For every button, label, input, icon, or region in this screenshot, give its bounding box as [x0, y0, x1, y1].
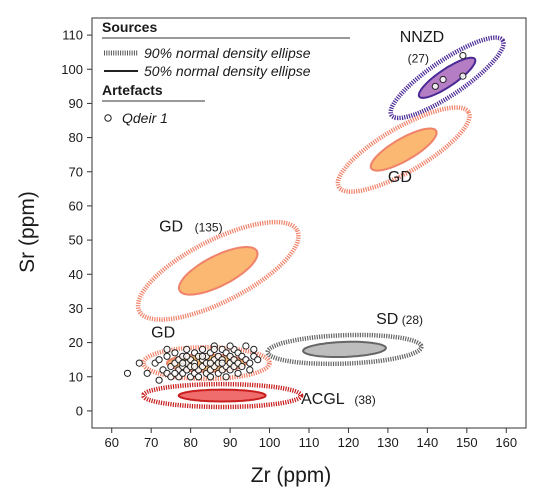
- artefact-point-71: [171, 369, 179, 377]
- artefact-point-81: [439, 75, 447, 84]
- x-tick-label-90: 90: [223, 435, 237, 450]
- source-n-gd-2: (135): [195, 221, 223, 235]
- y-tick-label-100: 100: [61, 62, 83, 77]
- y-tick-label-50: 50: [69, 233, 83, 248]
- source-label-gd-2: GD: [159, 219, 183, 236]
- y-tick-label-30: 30: [69, 301, 83, 316]
- y-tick-label-70: 70: [69, 164, 83, 179]
- artefact-point-0: [123, 369, 132, 377]
- x-tick-label-100: 100: [259, 435, 281, 450]
- ellipse-50-sd-3: [302, 340, 387, 358]
- source-n-acgl-4: (38): [354, 393, 375, 407]
- x-axis-title: Zr (ppm): [251, 464, 332, 487]
- source-label-gd-5: GD: [151, 324, 175, 341]
- legend-artefact-marker: [104, 114, 112, 122]
- legend-50-label: 50% normal density ellipse: [144, 63, 311, 79]
- artefact-point-66: [246, 366, 254, 374]
- artefact-point-39: [206, 373, 214, 381]
- source-label-sd-3: SD: [376, 311, 398, 328]
- y-tick-label-10: 10: [69, 369, 83, 384]
- legend-artefacts-heading: Artefacts: [102, 82, 163, 98]
- legend-artefact-label: Qdeir 1: [122, 110, 168, 126]
- artefact-point-74: [210, 345, 218, 353]
- artefact-point-8: [163, 352, 171, 360]
- y-tick-label-110: 110: [62, 28, 83, 43]
- ellipse-50-gd-2: [178, 246, 259, 296]
- y-tick-label-0: 0: [76, 403, 83, 418]
- artefact-point-68: [250, 345, 258, 353]
- y-axis-title: Sr (ppm): [16, 191, 39, 273]
- artefact-point-73: [198, 352, 207, 360]
- artefact-points: [123, 52, 467, 384]
- source-n-nnzd-0: (27): [408, 51, 429, 65]
- artefact-point-82: [459, 72, 467, 80]
- x-tick-label-110: 110: [299, 435, 320, 450]
- artefact-point-65: [246, 359, 254, 367]
- source-n-sd-3: (28): [402, 313, 423, 327]
- legend: Sources 90% normal density ellipse 50% n…: [102, 19, 350, 126]
- ellipse-90-acgl-4: [140, 381, 304, 410]
- x-tick-label-80: 80: [183, 435, 197, 450]
- artefact-point-75: [218, 359, 226, 367]
- source-label-gd-1: GD: [388, 169, 412, 186]
- axes: 60 70 80 90 100 110 120 130 140 150 160 0 10 20 30 40 50…: [61, 17, 527, 450]
- y-tick-label-40: 40: [69, 267, 83, 282]
- x-tick-label-120: 120: [338, 435, 360, 450]
- artefact-point-4: [155, 376, 163, 384]
- artefact-point-30: [194, 373, 203, 381]
- artefact-point-69: [254, 356, 262, 364]
- artefact-point-5: [155, 356, 163, 364]
- artefact-point-60: [234, 369, 242, 377]
- y-tick-label-90: 90: [69, 96, 83, 111]
- source-label-acgl-4: ACGL: [301, 391, 345, 408]
- x-tick-label-160: 160: [495, 435, 517, 450]
- y-tick-label-60: 60: [69, 198, 83, 213]
- y-tick-label-20: 20: [69, 335, 83, 350]
- artefact-point-78: [191, 362, 199, 371]
- ellipse-90-sd-3: [265, 332, 424, 367]
- artefact-point-77: [206, 359, 214, 367]
- artefact-point-76: [226, 342, 234, 350]
- ellipse-90-nnzd-0: [388, 35, 506, 121]
- x-tick-label-130: 130: [377, 435, 399, 450]
- artefact-point-70: [163, 345, 171, 353]
- x-tick-label-60: 60: [104, 435, 118, 450]
- artefact-point-80: [431, 82, 439, 90]
- artefact-point-72: [183, 352, 191, 360]
- artefact-point-1: [135, 359, 143, 367]
- artefact-point-12: [171, 349, 179, 357]
- artefact-point-62: [238, 362, 246, 371]
- y-tick-label-80: 80: [69, 130, 83, 145]
- artefact-point-83: [459, 52, 467, 60]
- ellipse-90-gd-1: [335, 105, 472, 194]
- artefact-point-64: [242, 342, 250, 350]
- ellipse-90-gd-5: [141, 345, 272, 382]
- x-tick-label-150: 150: [456, 435, 478, 450]
- artefact-point-2: [143, 369, 151, 377]
- x-tick-label-70: 70: [144, 435, 158, 450]
- artefact-point-33: [198, 345, 207, 353]
- ellipse-50-acgl-4: [177, 388, 267, 403]
- artefact-point-51: [222, 373, 230, 381]
- legend-sources-heading: Sources: [102, 19, 157, 35]
- ellipse-50-gd-1: [369, 127, 438, 172]
- source-label-nnzd-0: NNZD: [400, 29, 444, 46]
- x-tick-label-140: 140: [417, 435, 439, 450]
- legend-90-label: 90% normal density ellipse: [144, 45, 311, 61]
- artefact-point-20: [183, 345, 191, 353]
- source-labels: NNZD (27) GD GD (135) SD (28) ACGL (38) GD: [151, 29, 444, 408]
- artefact-point-79: [179, 359, 187, 367]
